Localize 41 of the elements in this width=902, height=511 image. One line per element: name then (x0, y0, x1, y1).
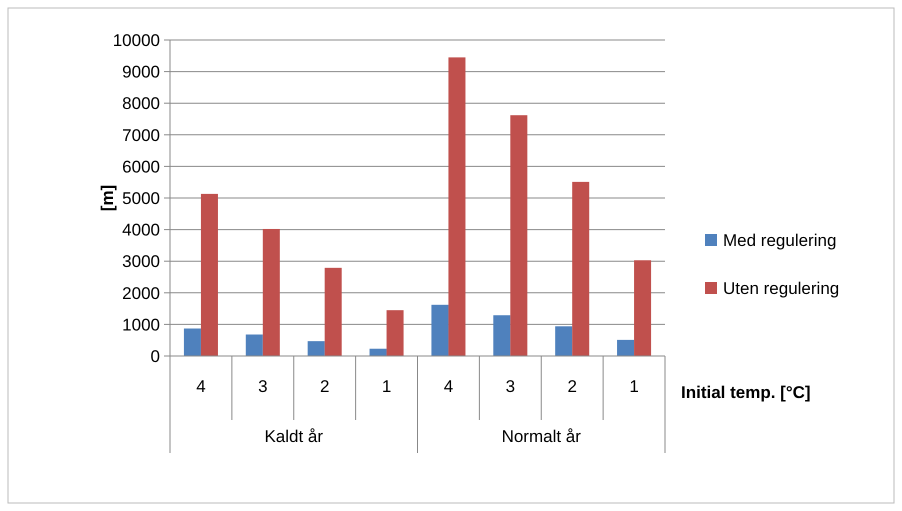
y-axis-title: [m] (98, 184, 117, 212)
x-tick-label: 1 (629, 377, 639, 396)
text: Kaldt år (264, 427, 324, 446)
bar (572, 182, 590, 356)
bar (200, 194, 218, 356)
bar (308, 341, 325, 356)
text: Normalt år (502, 427, 582, 446)
x-tick-label: 4 (196, 377, 206, 396)
y-tick-label: 6000 (122, 157, 160, 176)
x-axis-title: Initial temp. [°C] (681, 383, 811, 402)
y-tick-label: 1000 (122, 315, 160, 334)
x-tick-label: 1 (382, 377, 392, 396)
x-tick-label: 2 (320, 377, 330, 396)
legend-label: Med regulering (723, 230, 836, 250)
y-tick-label: 10000 (112, 30, 160, 50)
bar (324, 268, 342, 356)
bar (184, 328, 201, 356)
legend-label: Uten regulering (723, 278, 840, 298)
bar (246, 334, 263, 356)
bar (493, 315, 510, 356)
x-tick-label: 2 (567, 377, 577, 396)
y-tick-label: 8000 (122, 94, 160, 114)
bar (431, 304, 448, 356)
bar (634, 260, 652, 356)
bar (448, 57, 466, 356)
y-tick-label: 5000 (122, 188, 160, 208)
y-tick-label: 9000 (122, 62, 160, 82)
y-tick-label: 0 (150, 346, 160, 366)
y-tick-label: 4000 (122, 220, 160, 240)
bar (386, 310, 404, 356)
y-tick-label: 2000 (122, 284, 160, 303)
y-tick-label: 7000 (122, 126, 160, 145)
bar (370, 348, 387, 356)
bar (617, 340, 634, 356)
bar (262, 228, 280, 356)
bar (510, 115, 528, 356)
y-tick-label: 3000 (122, 252, 160, 272)
x-tick-label: 3 (258, 377, 268, 396)
x-tick-label: 4 (444, 377, 454, 396)
bar (555, 326, 572, 356)
x-tick-label: 3 (506, 377, 516, 396)
